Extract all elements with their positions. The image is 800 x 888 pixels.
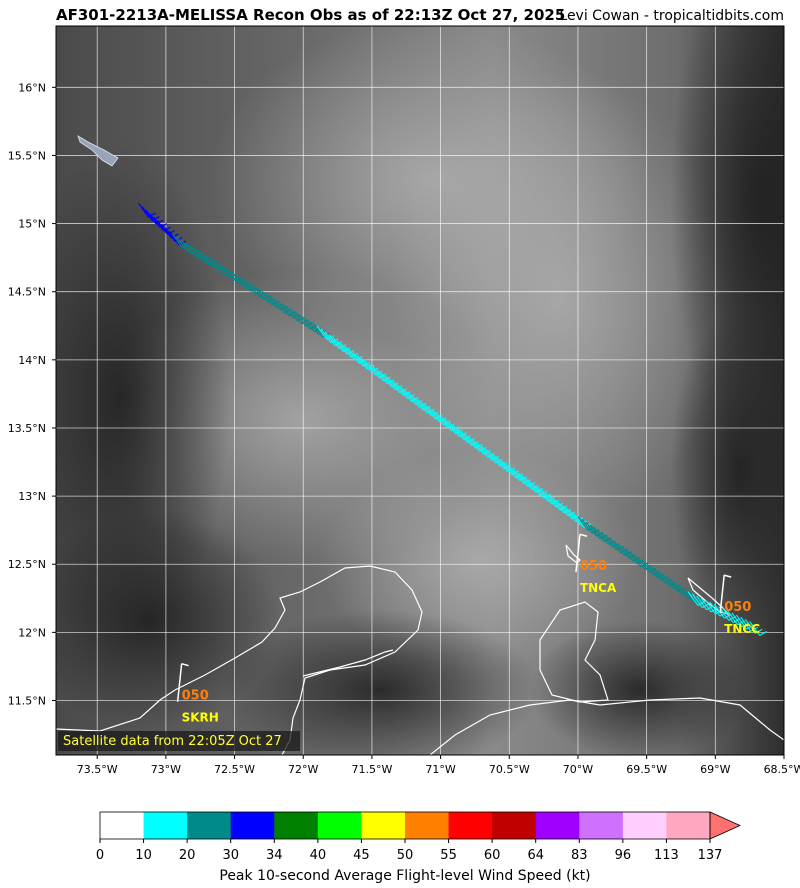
wind-barb	[744, 619, 763, 634]
x-tick-label: 70.5°W	[489, 763, 530, 776]
coastline-venezuela	[429, 697, 784, 755]
colorbar-segment	[274, 812, 319, 839]
axis-ticks: 73.5°W 73°W 72.5°W 72°W 71.5°W 71°W 70.5°W 70°W…	[8, 81, 800, 776]
y-tick-label: 13°N	[18, 490, 46, 503]
credit-text: Levi Cowan - tropicaltidbits.com	[559, 8, 784, 24]
station-barb-flag	[723, 574, 732, 578]
colorbar-segment	[317, 812, 362, 839]
colorbar-segment	[361, 812, 406, 839]
colorbar-tick-label: 34	[266, 848, 283, 863]
x-tick-label: 71.5°W	[351, 763, 392, 776]
station-observations: 050 SKRH 050 TNCA 050 TNCC	[176, 533, 760, 725]
colorbar-tick-label: 20	[179, 848, 196, 863]
airplane-icon	[77, 135, 119, 167]
flight-track	[137, 202, 767, 636]
colorbar-tick-label: 113	[654, 848, 679, 863]
colorbar-extend-arrow	[709, 811, 741, 840]
colorbar-tick-label: 45	[353, 848, 370, 863]
colorbar-tick-label: 50	[397, 848, 414, 863]
y-tick-label: 12.5°N	[8, 558, 46, 571]
x-tick-label: 69°W	[700, 763, 730, 776]
station-id: SKRH	[182, 711, 219, 725]
x-tick-label: 68.5°W	[764, 763, 800, 776]
lat-lon-grid	[56, 26, 784, 755]
satellite-note: Satellite data from 22:05Z Oct 27	[63, 734, 282, 749]
station-value: 050	[182, 689, 209, 704]
coastline-venezuela-north	[539, 601, 609, 703]
satellite-image	[56, 26, 784, 755]
y-tick-label: 13.5°N	[8, 422, 46, 435]
y-tick-label: 15.5°N	[8, 149, 46, 162]
wind-barb	[312, 322, 331, 338]
colorbar-tick-label: 137	[698, 848, 723, 863]
colorbar-tick-label: 55	[440, 848, 457, 863]
x-tick-label: 73°W	[151, 763, 181, 776]
coastline-aruba	[565, 544, 581, 564]
station-barb-flag	[181, 662, 189, 667]
station-id: TNCC	[724, 622, 760, 636]
colorbar-tick-label: 96	[615, 848, 632, 863]
colorbar: 0 10 20 30 34 40 45 50 55 60 64 83 96 113 137	[96, 811, 741, 863]
coastline-colombia	[56, 565, 423, 755]
colorbar-tick-label: 60	[484, 848, 501, 863]
y-tick-label: 14°N	[18, 354, 46, 367]
colorbar-segment	[405, 812, 450, 839]
colorbar-tick-label: 64	[527, 848, 544, 863]
colorbar-tick-label: 0	[96, 848, 104, 863]
coastline-curacao	[687, 577, 730, 616]
x-tick-label: 73.5°W	[77, 763, 118, 776]
coastlines	[56, 544, 784, 755]
station-barb-flag	[579, 533, 588, 537]
colorbar-tick-label: 83	[571, 848, 588, 863]
y-tick-label: 11.5°N	[8, 694, 46, 707]
station-tncc: 050 TNCC	[719, 574, 760, 636]
colorbar-segment	[666, 812, 711, 839]
colorbar-segment	[187, 812, 232, 839]
station-barb	[575, 534, 581, 573]
x-tick-label: 72.5°W	[214, 763, 255, 776]
colorbar-segment	[448, 812, 493, 839]
colorbar-segment	[535, 812, 580, 839]
y-tick-label: 12°N	[18, 626, 46, 639]
colorbar-segment	[579, 812, 624, 839]
station-skrh: 050 SKRH	[176, 662, 219, 725]
station-barb	[176, 663, 183, 702]
satellite-note-box	[58, 731, 300, 751]
station-tnca: 050 TNCA	[575, 533, 617, 595]
colorbar-segment	[230, 812, 275, 839]
y-tick-label: 15°N	[18, 218, 46, 231]
x-tick-label: 71°W	[425, 763, 455, 776]
colorbar-segment	[143, 812, 188, 839]
x-tick-label: 70°W	[563, 763, 593, 776]
wind-barb	[749, 621, 767, 636]
wind-barb	[740, 616, 759, 632]
x-tick-label: 72°W	[288, 763, 318, 776]
colorbar-tick-label: 30	[222, 848, 239, 863]
colorbar-tick-label: 40	[310, 848, 327, 863]
coastline-paraguana	[302, 649, 394, 677]
station-barb	[719, 575, 725, 614]
chart-title: AF301-2213A-MELISSA Recon Obs as of 22:1…	[56, 6, 566, 24]
x-tick-label: 69.5°W	[626, 763, 667, 776]
station-value: 050	[724, 600, 751, 615]
colorbar-label: Peak 10-second Average Flight-level Wind…	[219, 868, 590, 884]
colorbar-segment	[622, 812, 667, 839]
y-tick-label: 14.5°N	[8, 286, 46, 299]
colorbar-segment	[492, 812, 537, 839]
y-tick-label: 16°N	[18, 81, 46, 94]
map-frame	[55, 25, 785, 756]
colorbar-segment	[100, 812, 145, 839]
station-value: 050	[580, 559, 607, 574]
colorbar-tick-label: 10	[135, 848, 152, 863]
station-id: TNCA	[580, 581, 617, 595]
